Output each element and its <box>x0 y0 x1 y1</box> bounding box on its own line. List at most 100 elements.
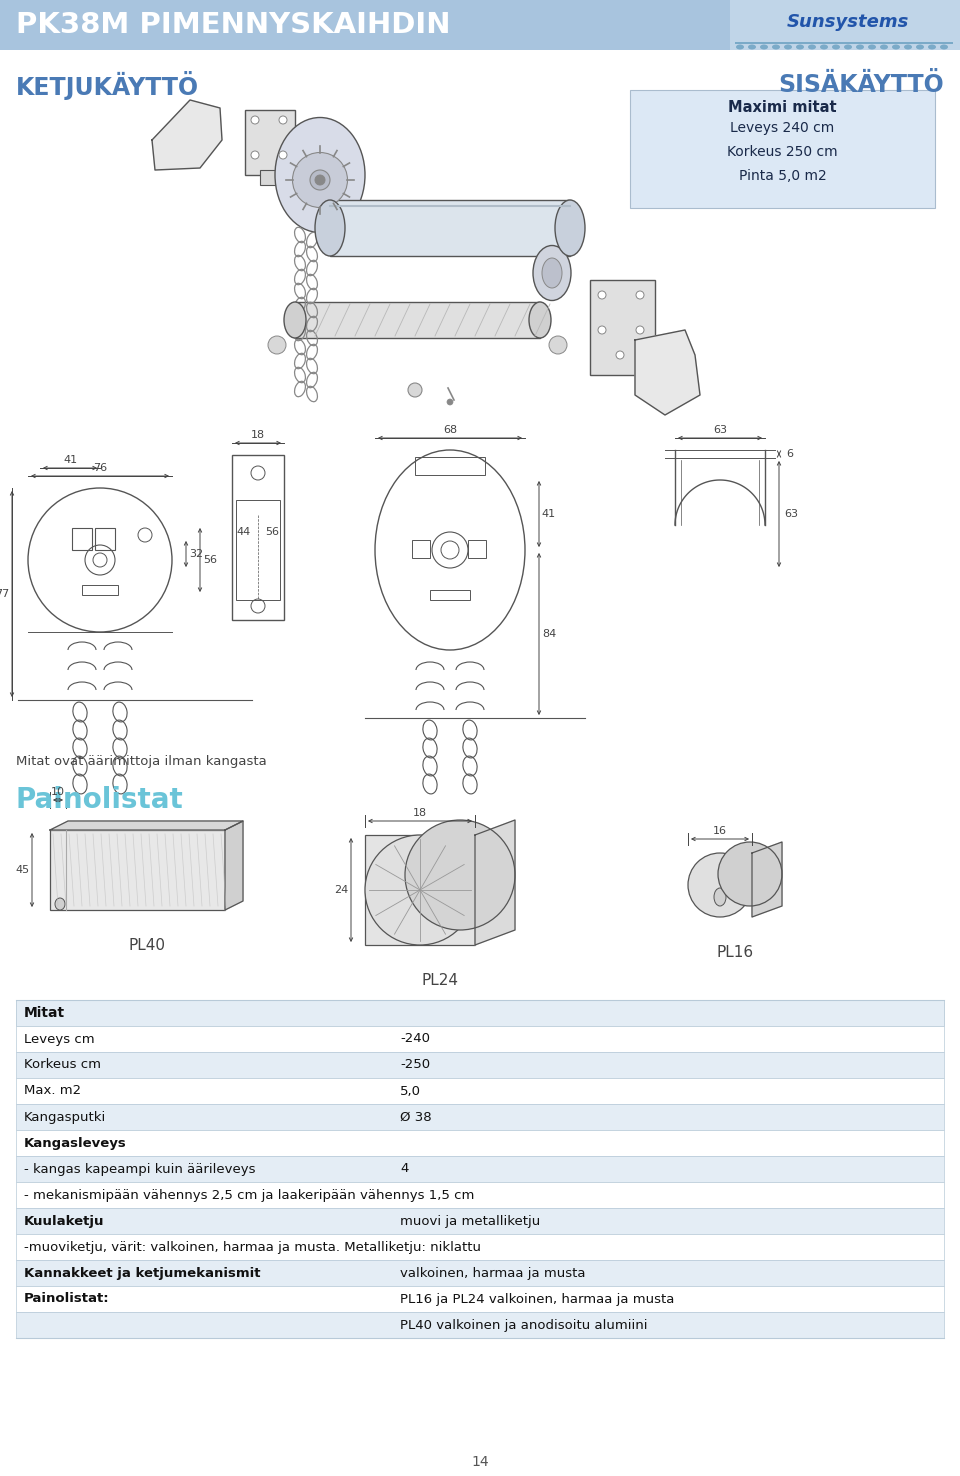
Ellipse shape <box>529 303 551 338</box>
Text: muovi ja metalliketju: muovi ja metalliketju <box>400 1215 540 1228</box>
Text: 14: 14 <box>471 1455 489 1469</box>
Text: 63: 63 <box>784 509 798 520</box>
Ellipse shape <box>293 152 348 208</box>
Text: 24: 24 <box>334 886 348 894</box>
Text: 84: 84 <box>541 629 556 639</box>
Text: PK38M PIMENNYSKAIHDIN: PK38M PIMENNYSKAIHDIN <box>16 10 450 38</box>
Text: PL16: PL16 <box>716 945 754 959</box>
Ellipse shape <box>275 118 365 233</box>
Bar <box>16 1052 944 1077</box>
Text: -muoviketju, värit: valkoinen, harmaa ja musta. Metalliketju: niklattu: -muoviketju, värit: valkoinen, harmaa ja… <box>24 1240 481 1253</box>
Circle shape <box>279 117 287 124</box>
Bar <box>82 584 118 595</box>
Ellipse shape <box>760 44 768 50</box>
Ellipse shape <box>940 44 948 50</box>
Ellipse shape <box>928 44 936 50</box>
Polygon shape <box>475 821 515 945</box>
Ellipse shape <box>856 44 864 50</box>
Ellipse shape <box>844 44 852 50</box>
Circle shape <box>688 853 752 917</box>
Bar <box>260 170 280 184</box>
Bar <box>245 111 295 176</box>
Bar <box>95 528 115 551</box>
Bar <box>16 1312 944 1339</box>
Bar <box>16 1026 944 1052</box>
Circle shape <box>279 151 287 159</box>
Ellipse shape <box>284 303 306 338</box>
Text: - kangas kapeampi kuin äärileveys: - kangas kapeampi kuin äärileveys <box>24 1163 255 1175</box>
Circle shape <box>447 399 453 404</box>
Bar <box>16 1182 944 1207</box>
Text: PL24: PL24 <box>421 973 459 987</box>
Text: Kuulaketju: Kuulaketju <box>24 1215 105 1228</box>
Text: - mekanismipään vähennys 2,5 cm ja laakeripään vähennys 1,5 cm: - mekanismipään vähennys 2,5 cm ja laake… <box>24 1188 474 1201</box>
Circle shape <box>251 151 259 159</box>
Ellipse shape <box>784 44 792 50</box>
Ellipse shape <box>405 821 515 930</box>
Ellipse shape <box>555 201 585 255</box>
Bar <box>16 1156 944 1182</box>
Bar <box>430 590 470 601</box>
Ellipse shape <box>714 889 726 906</box>
Text: Leveys 240 cm: Leveys 240 cm <box>731 121 834 134</box>
Circle shape <box>616 351 624 359</box>
Polygon shape <box>50 821 243 830</box>
Bar <box>590 280 655 375</box>
Text: 18: 18 <box>251 430 265 440</box>
Polygon shape <box>752 841 782 917</box>
Text: 6: 6 <box>786 449 794 459</box>
Circle shape <box>251 117 259 124</box>
Ellipse shape <box>542 258 562 288</box>
Text: Korkeus 250 cm: Korkeus 250 cm <box>727 145 838 159</box>
Text: 63: 63 <box>713 425 727 435</box>
Text: Kangasputki: Kangasputki <box>24 1110 107 1123</box>
Bar <box>295 303 540 338</box>
Text: 45: 45 <box>15 865 29 875</box>
Circle shape <box>315 176 325 184</box>
Bar <box>50 830 225 911</box>
Bar <box>730 0 960 50</box>
Text: valkoinen, harmaa ja musta: valkoinen, harmaa ja musta <box>400 1266 586 1280</box>
Text: Maximi mitat: Maximi mitat <box>729 100 837 115</box>
Ellipse shape <box>832 44 840 50</box>
Text: Painolistat: Painolistat <box>16 787 183 813</box>
Bar <box>232 455 284 620</box>
Text: -240: -240 <box>400 1033 430 1045</box>
Text: Kannakkeet ja ketjumekanismit: Kannakkeet ja ketjumekanismit <box>24 1266 260 1280</box>
Ellipse shape <box>916 44 924 50</box>
Text: PL40: PL40 <box>129 939 165 953</box>
Bar <box>236 500 280 601</box>
Ellipse shape <box>808 44 816 50</box>
Text: Ø 38: Ø 38 <box>400 1110 432 1123</box>
Text: SISÄKÄYTTÖ: SISÄKÄYTTÖ <box>779 72 944 97</box>
Polygon shape <box>152 100 222 170</box>
Text: Sunsystems: Sunsystems <box>787 13 909 31</box>
Text: 4: 4 <box>400 1163 408 1175</box>
Text: Leveys cm: Leveys cm <box>24 1033 95 1045</box>
Text: 41: 41 <box>542 509 556 520</box>
Text: 18: 18 <box>413 807 427 818</box>
Ellipse shape <box>736 44 744 50</box>
Text: 41: 41 <box>63 455 77 465</box>
Ellipse shape <box>904 44 912 50</box>
Ellipse shape <box>796 44 804 50</box>
Ellipse shape <box>820 44 828 50</box>
Circle shape <box>549 337 567 354</box>
Ellipse shape <box>315 201 345 255</box>
Bar <box>16 1286 944 1312</box>
Text: 68: 68 <box>443 425 457 435</box>
Text: 5,0: 5,0 <box>400 1085 421 1098</box>
Polygon shape <box>635 331 700 415</box>
Bar <box>468 540 486 558</box>
Bar <box>0 0 960 50</box>
Circle shape <box>636 326 644 334</box>
Text: PL16 ja PL24 valkoinen, harmaa ja musta: PL16 ja PL24 valkoinen, harmaa ja musta <box>400 1293 674 1305</box>
Text: KETJUKÄYTTÖ: KETJUKÄYTTÖ <box>16 71 199 99</box>
Text: 56: 56 <box>203 555 217 565</box>
Bar <box>415 458 485 475</box>
Ellipse shape <box>892 44 900 50</box>
Text: Mitat ovat äärimittoja ilman kangasta: Mitat ovat äärimittoja ilman kangasta <box>16 756 267 769</box>
Circle shape <box>636 291 644 300</box>
Circle shape <box>598 291 606 300</box>
Text: Max. m2: Max. m2 <box>24 1085 82 1098</box>
